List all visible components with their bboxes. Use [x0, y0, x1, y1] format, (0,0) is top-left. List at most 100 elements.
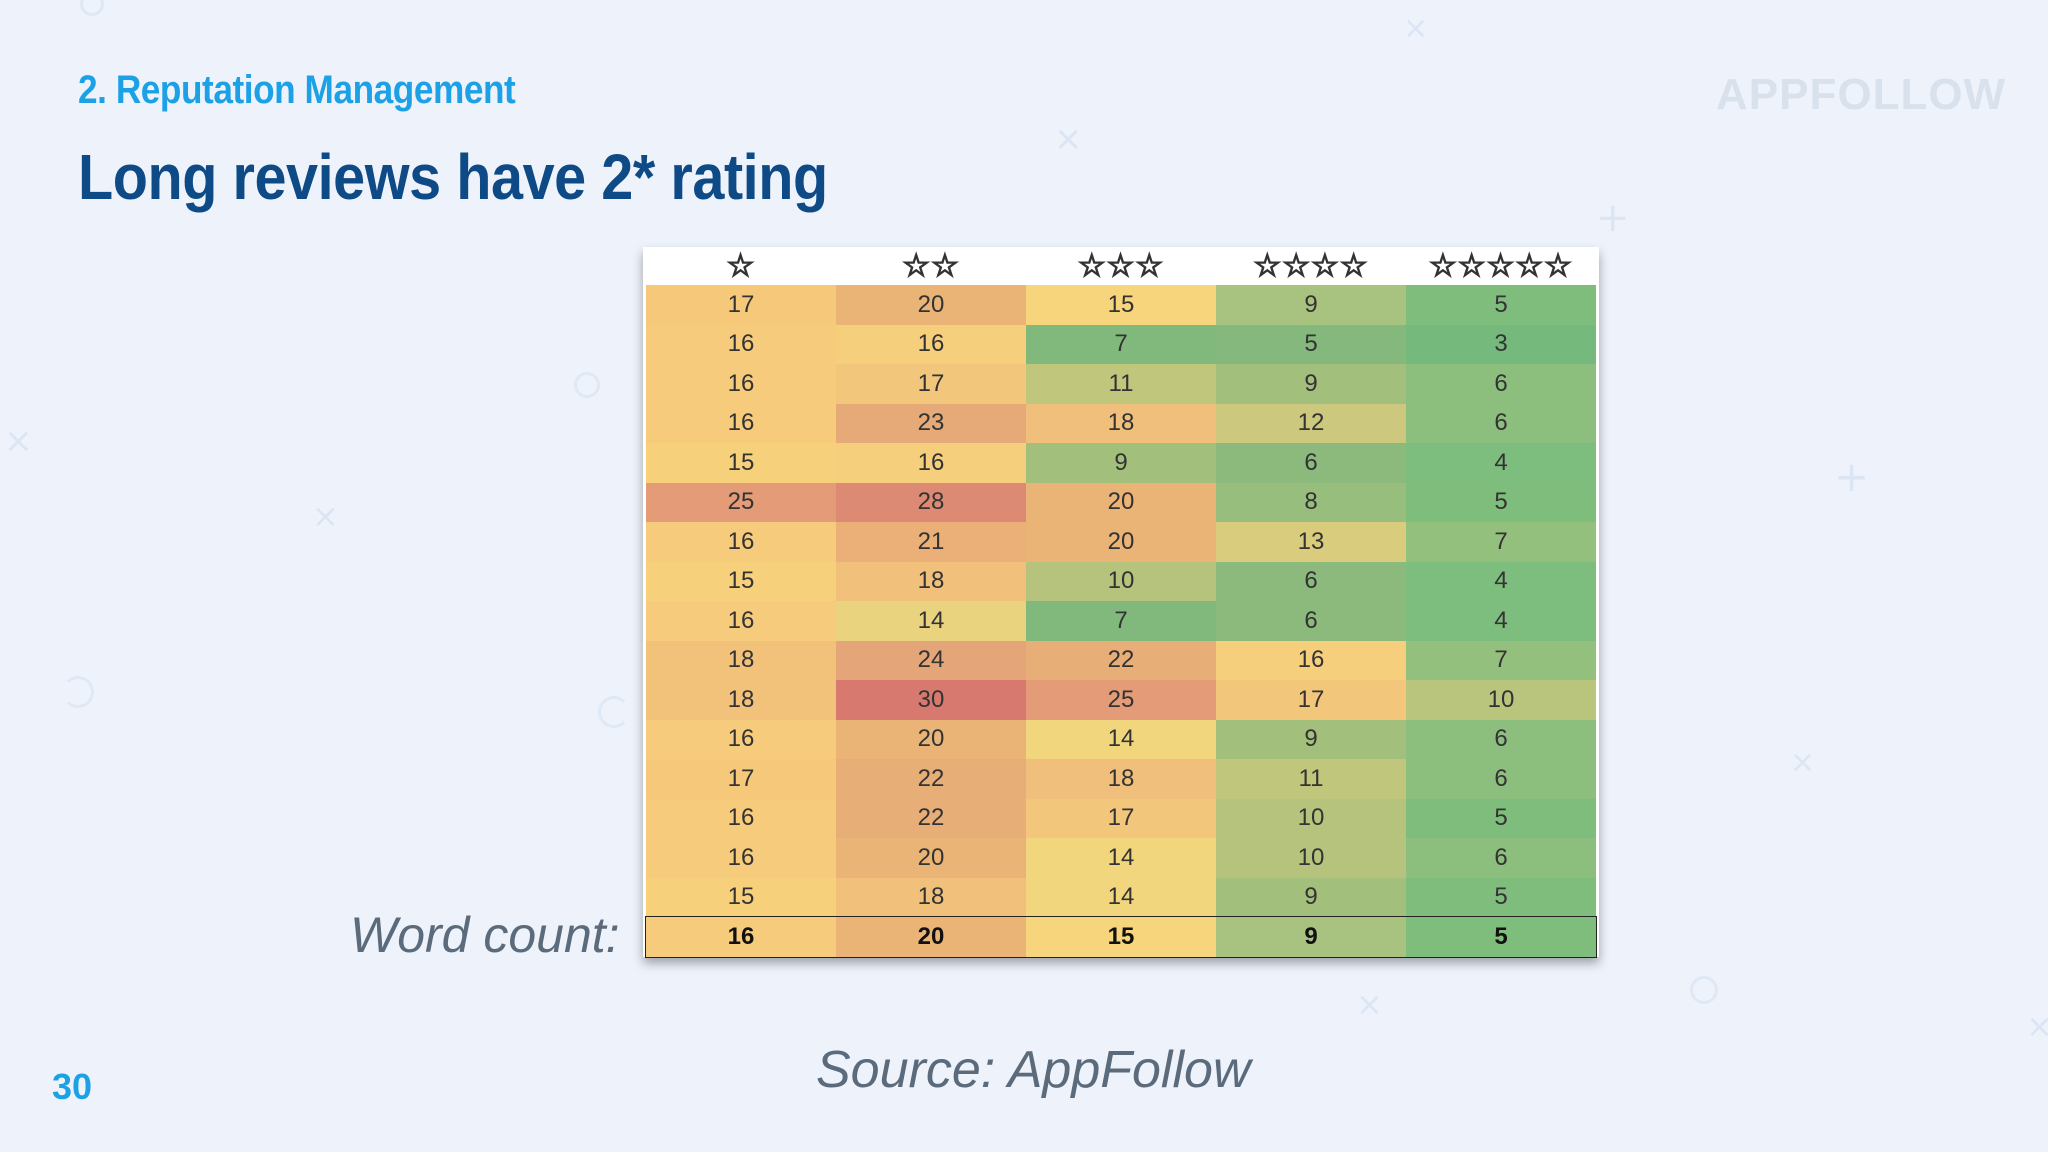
table-cell: 20: [1026, 522, 1216, 562]
table-cell: 16: [646, 403, 836, 443]
table-cell: 10: [1216, 798, 1406, 838]
table-cell: 16: [646, 798, 836, 838]
table-cell: 7: [1406, 522, 1596, 562]
table-cell: 5: [1406, 877, 1596, 917]
table-cell: 10: [1406, 680, 1596, 720]
decorative-plus: +: [1596, 195, 1630, 241]
table-cell: 10: [1026, 561, 1216, 601]
table-cell: 12: [1216, 403, 1406, 443]
table-cell: 9: [1026, 443, 1216, 483]
decorative-plus: +: [1834, 452, 1870, 501]
table-cell: 22: [836, 759, 1026, 799]
table-header: ☆ ☆☆ ☆☆☆ ☆☆☆☆ ☆☆☆☆☆: [643, 247, 1599, 285]
source-caption: Source: AppFollow: [816, 1041, 1251, 1099]
table-cell: 20: [836, 285, 1026, 325]
table-cell: 7: [1406, 640, 1596, 680]
table-cell: 16: [646, 601, 836, 641]
average-cell: 9: [1216, 917, 1406, 957]
table-cell: 11: [1026, 364, 1216, 404]
star-4-icon: ☆☆☆☆: [1253, 247, 1369, 285]
average-cell: 16: [646, 917, 836, 957]
star-2-icon: ☆☆: [901, 247, 960, 285]
table-cell: 16: [646, 838, 836, 878]
table-cell: 16: [646, 719, 836, 759]
table-cell: 18: [1026, 403, 1216, 443]
table-cell: 16: [646, 364, 836, 404]
table-cell: 7: [1026, 601, 1216, 641]
table-cell: 6: [1216, 601, 1406, 641]
table-cell: 20: [836, 719, 1026, 759]
table-cell: 15: [646, 443, 836, 483]
table-cell: 13: [1216, 522, 1406, 562]
table-cell: 6: [1216, 561, 1406, 601]
table-cell: 21: [836, 522, 1026, 562]
section-title: 2. Reputation Management: [78, 68, 516, 112]
table-cell: 17: [646, 759, 836, 799]
table-cell: 16: [1216, 640, 1406, 680]
table-row: 16 14 7 6 4: [646, 601, 1596, 641]
table-cell: 20: [836, 838, 1026, 878]
table-row: 16 21 20 13 7: [646, 522, 1596, 562]
table-cell: 10: [1216, 838, 1406, 878]
decorative-arc: [598, 696, 630, 728]
table-cell: 6: [1406, 838, 1596, 878]
table-cell: 3: [1406, 324, 1596, 364]
word-count-label: Word count:: [350, 907, 620, 963]
table-cell: 8: [1216, 482, 1406, 522]
table-cell: 4: [1406, 561, 1596, 601]
table-cell: 6: [1406, 719, 1596, 759]
table-row: 16 22 17 10 5: [646, 798, 1596, 838]
table-cell: 16: [646, 522, 836, 562]
table-row: 17 22 18 11 6: [646, 759, 1596, 799]
average-cell: 5: [1406, 917, 1596, 957]
table-row: 15 16 9 6 4: [646, 443, 1596, 483]
table-cell: 16: [836, 324, 1026, 364]
table-cell: 18: [646, 680, 836, 720]
table-cell: 9: [1216, 719, 1406, 759]
decorative-cross: ×: [1790, 745, 1816, 780]
table-row: 18 24 22 16 7: [646, 640, 1596, 680]
page-number: 30: [52, 1066, 93, 1107]
table-cell: 5: [1216, 324, 1406, 364]
table-row: 16 16 7 5 3: [646, 324, 1596, 364]
table-cell: 25: [1026, 680, 1216, 720]
table-cell: 6: [1406, 403, 1596, 443]
decorative-ring: [80, 0, 104, 16]
table-cell: 18: [836, 877, 1026, 917]
table-cell: 5: [1406, 285, 1596, 325]
table-cell: 14: [1026, 719, 1216, 759]
table-cell: 28: [836, 482, 1026, 522]
table-cell: 14: [1026, 838, 1216, 878]
table-row: 16 17 11 9 6: [646, 364, 1596, 404]
decorative-arc: [62, 676, 94, 708]
table-cell: 16: [836, 443, 1026, 483]
table-cell: 17: [836, 364, 1026, 404]
table-cell: 17: [1216, 680, 1406, 720]
table-cell: 4: [1406, 601, 1596, 641]
table-cell: 15: [646, 877, 836, 917]
average-row: 16 20 15 9 5: [645, 916, 1597, 958]
brand-logo-text: APPFOLLOW: [1716, 70, 2007, 119]
table-cell: 6: [1216, 443, 1406, 483]
table-row: 16 20 14 9 6: [646, 719, 1596, 759]
table-cell: 7: [1026, 324, 1216, 364]
decorative-ring: [574, 372, 600, 398]
decorative-cross: ×: [1356, 985, 1383, 1023]
table-cell: 22: [1026, 640, 1216, 680]
table-cell: 5: [1406, 798, 1596, 838]
table-cell: 18: [836, 561, 1026, 601]
table-cell: 23: [836, 403, 1026, 443]
decorative-ring: [1690, 976, 1718, 1004]
table-cell: 6: [1406, 364, 1596, 404]
table-cell: 5: [1406, 482, 1596, 522]
decorative-cross: ×: [1403, 11, 1429, 46]
table-row: 25 28 20 8 5: [646, 482, 1596, 522]
table-cell: 16: [646, 324, 836, 364]
table-cell: 9: [1216, 285, 1406, 325]
table-row: 16 20 14 10 6: [646, 838, 1596, 878]
rating-word-count-heatmap: ☆ ☆☆ ☆☆☆ ☆☆☆☆ ☆☆☆☆☆ 17 20 15 9 5 16 16 7 5 3 16 17 1…: [643, 247, 1599, 958]
table-cell: 22: [836, 798, 1026, 838]
table-row: 15 18 14 9 5: [646, 877, 1596, 917]
table-cell: 25: [646, 482, 836, 522]
table-cell: 17: [646, 285, 836, 325]
